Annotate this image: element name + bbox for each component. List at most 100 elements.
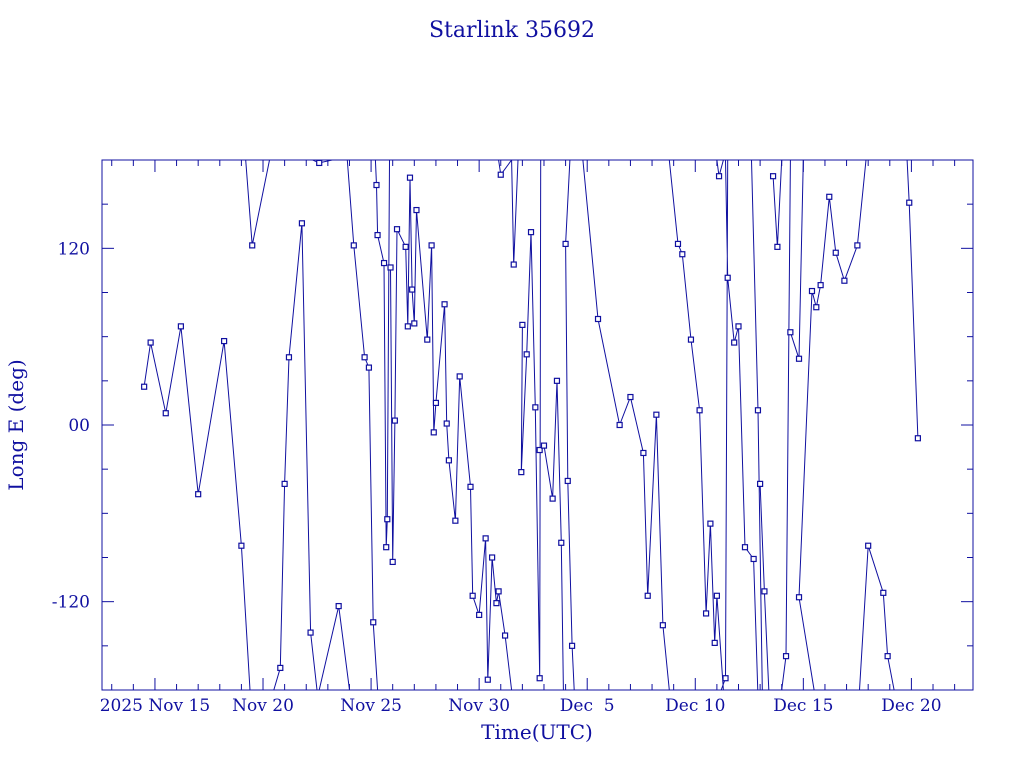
data-point	[562, 240, 569, 248]
data-point	[527, 229, 535, 236]
data-point	[409, 286, 416, 293]
data-point	[406, 174, 414, 181]
data-point	[495, 588, 502, 595]
data-point	[817, 282, 824, 289]
data-point	[238, 542, 245, 549]
data-point	[432, 399, 440, 407]
data-point	[380, 259, 388, 267]
data-point	[702, 610, 710, 617]
data-point	[553, 377, 561, 384]
data-point	[307, 629, 314, 636]
data-point	[711, 639, 718, 646]
y-tick-label: -120	[52, 593, 90, 613]
data-point	[795, 594, 803, 601]
data-point	[493, 600, 500, 607]
series-line	[143, 160, 919, 690]
data-point	[696, 407, 703, 414]
data-point	[564, 477, 571, 485]
data-point	[715, 173, 723, 180]
data-point	[141, 383, 148, 390]
x-tick-label: Dec 5	[560, 696, 615, 716]
x-axis-label: Time(UTC)	[481, 720, 593, 744]
data-point	[536, 446, 543, 454]
data-point	[519, 321, 526, 328]
data-point	[147, 339, 154, 346]
data-point	[456, 373, 463, 380]
data-point	[741, 544, 749, 551]
data-point	[644, 592, 651, 599]
x-tick-label: Dec 15	[773, 696, 833, 716]
data-point	[441, 301, 448, 308]
data-point	[540, 442, 548, 449]
series-lines	[143, 160, 919, 690]
data-point	[808, 287, 816, 295]
data-point	[387, 264, 394, 271]
data-point	[402, 243, 409, 250]
data-point	[361, 354, 368, 361]
data-point	[865, 542, 872, 549]
data-point	[713, 592, 720, 599]
data-point	[393, 226, 401, 233]
data-point	[430, 429, 437, 436]
data-point	[549, 495, 556, 502]
data-point	[782, 653, 790, 660]
data-point	[467, 483, 474, 490]
data-point	[445, 457, 452, 464]
data-point	[384, 516, 391, 523]
data-point	[177, 323, 184, 330]
data-point	[627, 393, 634, 401]
data-point	[640, 449, 647, 457]
data-point	[476, 611, 483, 619]
data-point	[389, 558, 396, 566]
data-point	[754, 407, 762, 414]
data-point	[428, 242, 435, 249]
data-point	[249, 242, 256, 249]
data-point	[880, 589, 887, 596]
chart-title: Starlink 35692	[429, 18, 595, 43]
x-tick-label: Dec 10	[665, 696, 725, 716]
data-point	[523, 351, 530, 358]
data-point	[484, 676, 491, 683]
data-point	[518, 469, 525, 476]
data-point	[501, 632, 509, 639]
data-point	[674, 240, 682, 248]
data-point	[826, 193, 833, 200]
data-point	[469, 592, 476, 599]
data-point	[813, 304, 820, 311]
data-point	[424, 336, 431, 343]
data-point	[373, 181, 380, 189]
data-point	[884, 653, 891, 660]
data-point	[854, 242, 861, 249]
data-point	[731, 339, 738, 346]
data-point	[316, 160, 323, 167]
data-point	[452, 517, 459, 524]
x-tick-label: Nov 30	[448, 696, 510, 716]
data-point	[370, 619, 377, 626]
data-point	[350, 242, 357, 249]
data-point	[489, 554, 496, 561]
data-point	[281, 480, 288, 487]
x-tick-label: Nov 20	[232, 696, 294, 716]
y-tick-label: 00	[68, 416, 90, 436]
data-point	[687, 336, 695, 343]
data-point	[277, 664, 284, 672]
data-point	[383, 544, 390, 551]
data-point	[774, 243, 781, 250]
y-tick-label: 120	[58, 239, 90, 259]
series-markers	[141, 160, 921, 683]
data-point	[413, 206, 420, 214]
data-point	[298, 220, 306, 227]
data-point	[769, 173, 777, 180]
data-point	[532, 404, 539, 411]
data-point	[653, 411, 660, 418]
data-point	[761, 588, 768, 595]
data-point	[594, 315, 602, 323]
data-point	[285, 354, 293, 361]
x-tick-label: Nov 25	[340, 696, 402, 716]
data-point	[679, 251, 686, 258]
data-point	[750, 555, 757, 563]
plot-area	[141, 160, 921, 690]
data-point	[735, 323, 742, 330]
axes: 2025 Nov 15 Nov 20 Nov 25 Nov 30 Dec 5 Dec 10…	[52, 159, 974, 716]
